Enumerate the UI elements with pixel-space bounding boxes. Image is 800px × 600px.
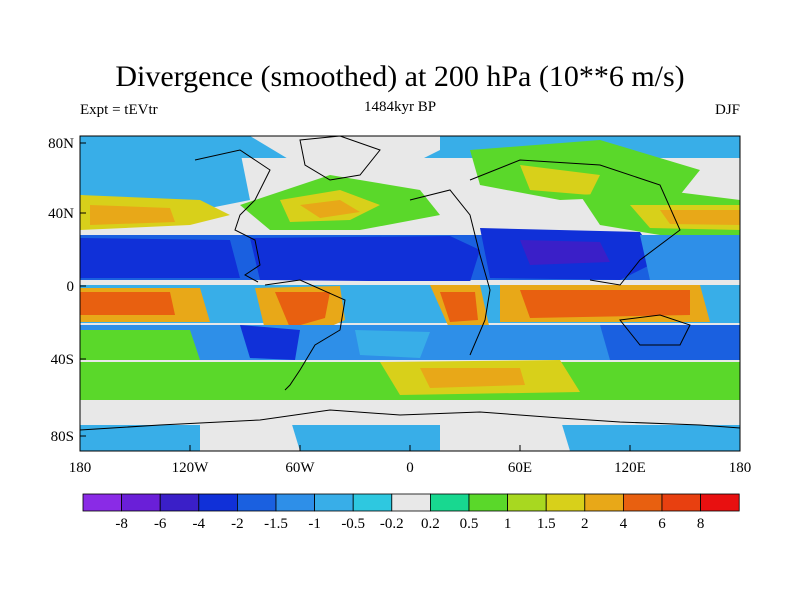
- australia-coast: [619, 314, 691, 346]
- equator-separator: [80, 281, 740, 285]
- colorbar-level-label: 1: [504, 516, 512, 532]
- x-label-60w: 60W: [285, 460, 315, 476]
- s-pacific-green: [80, 330, 200, 360]
- colorbar-box: [159, 493, 200, 512]
- x-tick-marks: [79, 445, 741, 451]
- colorbar-box: [661, 493, 701, 512]
- colorbar-box: [391, 493, 431, 512]
- season-label: DJF: [714, 102, 740, 118]
- south-america-coast: [264, 279, 346, 391]
- colorbar-level-label: -8: [115, 516, 128, 532]
- x-label-120e: 120E: [614, 460, 646, 476]
- s-indian-blue: [600, 325, 740, 360]
- colorbar-box: [545, 493, 586, 512]
- divergence-field: [80, 136, 740, 451]
- colorbar-box: [468, 493, 508, 512]
- north-america-coast: [194, 149, 271, 283]
- asia-purple: [520, 240, 610, 265]
- colorbar-box: [507, 493, 547, 512]
- antarctic-gap-east: [440, 418, 570, 451]
- eurasia-coast: [469, 159, 681, 286]
- east-pacific-red: [80, 292, 175, 315]
- period-label: 1484kyr BP: [363, 99, 437, 115]
- x-label-60e: 60E: [508, 460, 532, 476]
- colorbar-level-label: -0.2: [380, 516, 404, 532]
- africa-coast: [409, 189, 491, 356]
- colorbar-level-label: -1.5: [264, 516, 288, 532]
- colorbar-level-label: 0.5: [460, 516, 479, 532]
- y-label-80s: 80S: [51, 429, 74, 445]
- y-tick-marks: [80, 142, 86, 437]
- experiment-label: Expt = tEVtr: [80, 102, 158, 118]
- maritime-continent-red: [520, 290, 690, 318]
- y-label-0: 0: [67, 279, 75, 295]
- colorbar-box: [198, 493, 238, 512]
- y-label-80n: 80N: [48, 136, 74, 152]
- y-label-40n: 40N: [48, 206, 74, 222]
- n-pacific-west-orange: [90, 205, 175, 225]
- colorbar-level-label: 2: [581, 516, 589, 532]
- y-tick-labels: 80N 40N 0 40S 80S: [48, 136, 74, 445]
- colorbar-box: [82, 493, 122, 512]
- x-label-180w: 180: [69, 460, 92, 476]
- colorbar-level-label: 0.2: [421, 516, 440, 532]
- greenland-region: [250, 136, 440, 175]
- s-atlantic-blue: [355, 330, 430, 358]
- colorbar-level-label: -2: [231, 516, 244, 532]
- colorbar-box: [429, 493, 470, 512]
- antarctica-coast: [80, 409, 740, 431]
- n-pacific-east-orange: [660, 210, 740, 225]
- w-pacific-blue: [640, 235, 740, 280]
- colorbar-labels: -8 -6 -4 -2 -1.5 -1 -0.5 -0.2 0.2 0.5 1 1.5 2 4 6 8: [115, 516, 704, 532]
- central-pacific-dark-blue: [80, 238, 240, 278]
- colorbar: [82, 493, 740, 512]
- colorbar-box: [314, 493, 354, 512]
- colorbar-box: [700, 493, 740, 512]
- plot-title: Divergence (smoothed) at 200 hPa (10**6 …: [115, 60, 685, 93]
- colorbar-box: [275, 493, 315, 512]
- x-label-180e: 180: [729, 460, 752, 476]
- colorbar-level-label: -0.5: [341, 516, 365, 532]
- y-label-40s: 40S: [51, 352, 74, 368]
- africa-red: [440, 292, 478, 322]
- south-america-red: [275, 292, 330, 328]
- south-america-dark-blue: [240, 325, 300, 360]
- colorbar-level-label: 8: [697, 516, 705, 532]
- atlantic-dark-blue: [250, 236, 480, 282]
- colorbar-box: [623, 493, 663, 512]
- eurasia-yellow: [520, 165, 600, 195]
- x-label-120w: 120W: [172, 460, 210, 476]
- antarctic-gap-west: [200, 418, 300, 451]
- colorbar-box: [236, 493, 277, 512]
- n-atlantic-orange: [300, 200, 360, 218]
- x-tick-labels: 180 120W 60W 0 60E 120E 180: [69, 460, 752, 476]
- coastlines: [80, 136, 740, 431]
- colorbar-box: [121, 493, 161, 512]
- colorbar-level-label: -6: [154, 516, 167, 532]
- colorbar-box: [584, 493, 624, 512]
- greenland-coast: [299, 136, 381, 181]
- north-pacific-blue: [80, 150, 250, 210]
- colorbar-box: [352, 493, 393, 512]
- colorbar-level-label: 6: [658, 516, 666, 532]
- eurasia-green: [470, 140, 700, 200]
- colorbar-level-label: 1.5: [537, 516, 556, 532]
- x-label-0: 0: [406, 460, 414, 476]
- southern-ocean-orange: [420, 368, 525, 388]
- colorbar-level-label: -1: [308, 516, 321, 532]
- colorbar-level-label: 4: [620, 516, 628, 532]
- colorbar-level-label: -4: [193, 516, 206, 532]
